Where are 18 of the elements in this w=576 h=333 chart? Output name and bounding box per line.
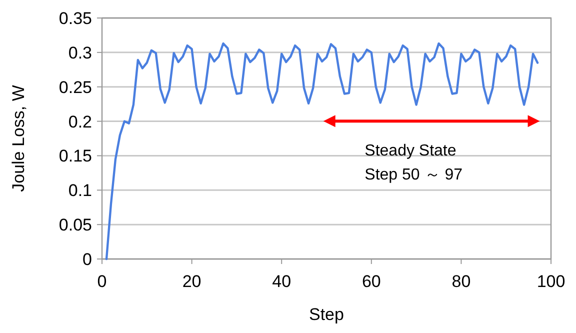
y-axis-title: Joule Loss, W: [9, 85, 28, 192]
x-tick-label: 60: [362, 272, 381, 291]
x-tick-label: 100: [536, 272, 566, 291]
x-tick-label: 80: [452, 272, 471, 291]
y-tick-label: 0.1: [68, 181, 92, 200]
y-tick-label: 0.2: [68, 112, 92, 132]
y-tick-label: 0.3: [68, 43, 92, 62]
y-tick-label: 0.25: [58, 78, 92, 97]
x-tick-label: 40: [272, 272, 292, 291]
line-series: [105, 42, 539, 260]
x-tick-label: 20: [182, 272, 202, 291]
x-tick-label: 0: [97, 272, 107, 291]
y-tick-label: 0.05: [58, 216, 92, 235]
x-axis-title: Step: [309, 305, 344, 324]
y-tick-label: 0: [82, 250, 92, 269]
y-tick-label: 0.35: [58, 9, 92, 28]
annotation: Steady State Step 50 ～ 97: [364, 142, 463, 184]
y-tick-label: 0.15: [58, 146, 92, 166]
